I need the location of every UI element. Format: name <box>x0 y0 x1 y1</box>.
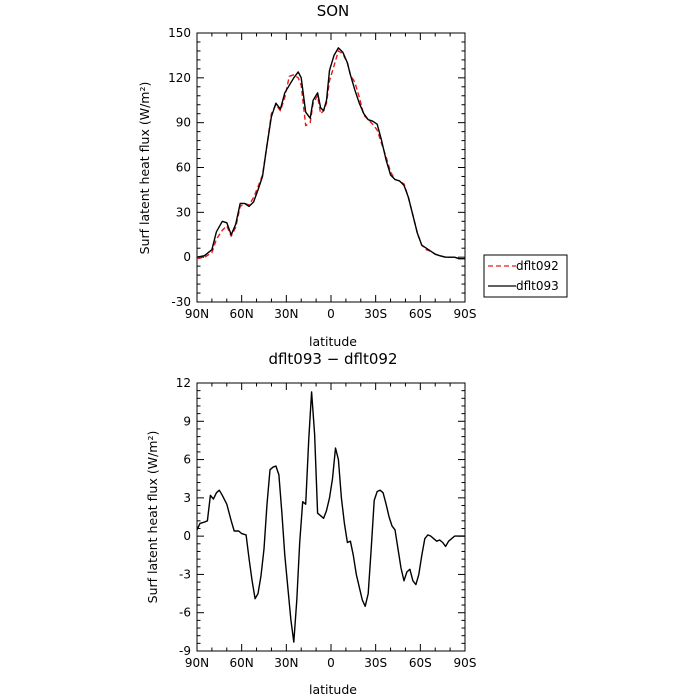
bottom-y-tick-label: -6 <box>179 606 191 620</box>
top-panel: SON 90N 60N 30N 0 30S 60S 90S-300306090120150 … <box>137 2 568 349</box>
top-y-tick-label: 150 <box>168 26 191 40</box>
bottom-y-tick-label: 12 <box>176 376 191 390</box>
bottom-x-tick-label: 60N <box>230 656 254 670</box>
bottom-series-lines <box>196 391 465 643</box>
bottom-y-tick-label: 3 <box>183 491 191 505</box>
top-x-tick-label: 90N <box>185 307 209 321</box>
bottom-chart-title: dflt093 − dflt092 <box>268 350 397 368</box>
bottom-y-tick-label: -3 <box>179 567 191 581</box>
bottom-x-tick-label: 90S <box>454 656 477 670</box>
top-series-lines <box>196 47 465 260</box>
top-series-line-dflt093 <box>196 47 465 260</box>
bottom-x-tick-label: 60S <box>409 656 432 670</box>
top-x-tick-label: 90S <box>454 307 477 321</box>
top-y-tick-label: 90 <box>176 116 191 130</box>
bottom-panel: dflt093 − dflt092 90N 60N 30N 0 30S 60S 90S -9 -… <box>145 350 476 697</box>
top-x-axis-label: latitude <box>309 334 357 349</box>
bottom-y-tick-label: 9 <box>183 414 191 428</box>
top-series-line-dflt092 <box>196 50 465 260</box>
top-ticks: 90N 60N 30N 0 30S 60S 90S -30 0 30 60 90 120 150 <box>168 26 476 321</box>
top-x-tick-label: 60S <box>409 307 432 321</box>
top-y-tick-label: 60 <box>176 161 191 175</box>
top-x-tick-label: 0 <box>327 307 335 321</box>
legend-label-dflt093: dflt093 <box>516 279 559 293</box>
top-x-tick-label: 30N <box>274 307 298 321</box>
bottom-series-line-series-0 <box>196 391 465 643</box>
bottom-ticks: 90N 60N 30N 0 30S 60S 90S -9 -6 -3 0 3 6 9 12 <box>176 376 477 670</box>
bottom-y-tick-label: 0 <box>183 529 191 543</box>
bottom-y-tick-label: -9 <box>179 644 191 658</box>
bottom-x-tick-label: 30S <box>364 656 387 670</box>
top-plot-frame <box>196 32 466 303</box>
bottom-y-axis-label: Surf latent heat flux (W/m²) <box>145 431 160 604</box>
legend-box <box>483 254 568 298</box>
legend-label-dflt092: dflt092 <box>516 259 559 273</box>
bottom-x-tick-label: 0 <box>327 656 335 670</box>
top-x-tick-label: 30S <box>364 307 387 321</box>
top-y-tick-label: 30 <box>176 205 191 219</box>
bottom-plot-frame <box>196 382 466 652</box>
top-y-tick-label: 120 <box>168 71 191 85</box>
top-chart-title: SON <box>317 2 350 20</box>
bottom-x-tick-label: 90N <box>185 656 209 670</box>
top-legend: dflt092 dflt093 <box>483 254 568 298</box>
top-y-tick-label: -30 <box>171 295 191 309</box>
bottom-x-tick-label: 30N <box>274 656 298 670</box>
top-y-tick-label: 0 <box>183 250 191 264</box>
top-x-tick-label: 60N <box>230 307 254 321</box>
top-y-axis-label: Surf latent heat flux (W/m²) <box>137 82 152 255</box>
bottom-y-tick-label: 6 <box>183 453 191 467</box>
bottom-x-axis-label: latitude <box>309 682 357 697</box>
